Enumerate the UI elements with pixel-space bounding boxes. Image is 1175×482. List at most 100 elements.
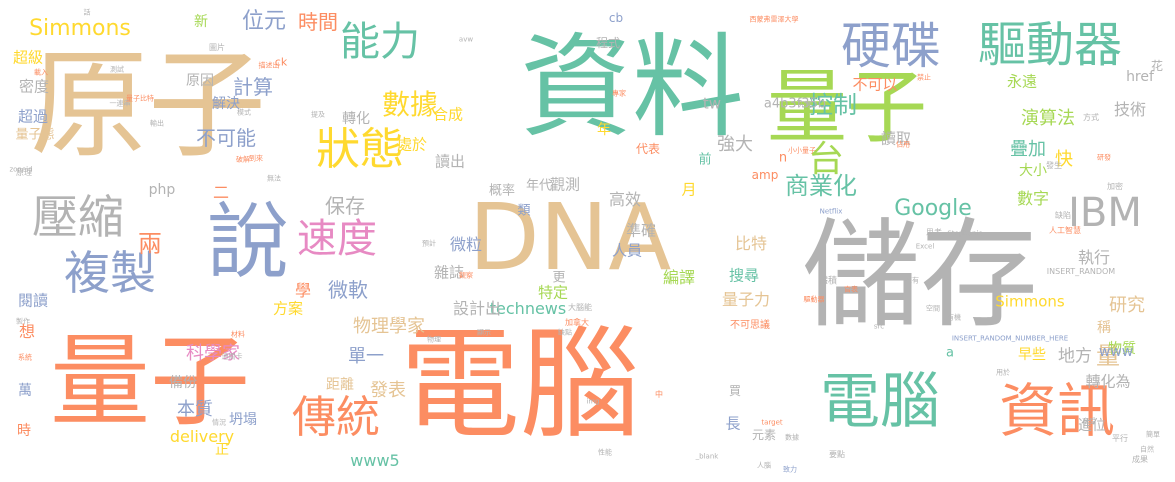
cloud-word: 讀取 bbox=[880, 129, 912, 148]
cloud-word: 通關卡 bbox=[221, 352, 243, 361]
cloud-word: www bbox=[1098, 344, 1134, 360]
cloud-word: 概率 bbox=[488, 183, 516, 199]
cloud-word: 預計 bbox=[422, 239, 436, 248]
cloud-word: 硬碟 bbox=[841, 17, 941, 75]
cloud-word: 電腦 bbox=[820, 367, 940, 437]
cloud-word: 閱讀 bbox=[17, 291, 49, 310]
cloud-word: 原子 bbox=[29, 36, 267, 174]
cloud-word: Stephanie bbox=[947, 229, 983, 238]
cloud-word: 準確 bbox=[625, 221, 657, 240]
cloud-word: ck bbox=[274, 55, 288, 69]
cloud-word: 原因 bbox=[186, 73, 214, 89]
cloud-word: 空間 bbox=[926, 304, 940, 313]
cloud-word: _blank bbox=[695, 452, 719, 461]
cloud-word: 方案 bbox=[272, 299, 304, 318]
cloud-word: Simmons bbox=[29, 16, 131, 41]
cloud-word: 萬 bbox=[18, 383, 32, 399]
cloud-word: avw bbox=[458, 35, 474, 44]
cloud-word: 處於 bbox=[396, 135, 428, 154]
cloud-word: href bbox=[1126, 69, 1154, 85]
cloud-word: 觀察 bbox=[459, 271, 473, 280]
cloud-word: 解決 bbox=[212, 96, 240, 112]
cloud-word: 單一 bbox=[348, 346, 384, 367]
cloud-word: 量子 bbox=[50, 323, 250, 440]
cloud-word: 量子力 bbox=[721, 290, 771, 309]
cloud-word: 早些 bbox=[1018, 347, 1046, 363]
cloud-word: 更 bbox=[552, 270, 566, 286]
cloud-word: 不可思議 bbox=[730, 320, 770, 331]
cloud-word: 設計出 bbox=[452, 299, 502, 318]
cloud-word: DNA bbox=[468, 184, 672, 291]
cloud-word: 電腦 bbox=[400, 316, 640, 455]
cloud-word: 台 bbox=[807, 139, 845, 180]
cloud-word: 描述出 bbox=[258, 61, 280, 70]
cloud-word: 觀測 bbox=[549, 175, 581, 194]
cloud-word: 研發 bbox=[1097, 153, 1111, 162]
cloud-word: 數據 bbox=[381, 88, 439, 121]
cloud-word: 壓縮 bbox=[32, 190, 124, 244]
cloud-word: 強大 bbox=[717, 134, 753, 155]
cloud-word: php bbox=[148, 182, 176, 198]
cloud-word: 本質 bbox=[177, 399, 213, 420]
cloud-word: 缺點 bbox=[558, 328, 572, 337]
cloud-word: 搜尋 bbox=[728, 266, 760, 285]
cloud-word: 享受 bbox=[1082, 417, 1096, 426]
cloud-word: 買 bbox=[728, 384, 742, 398]
cloud-word: 複製 bbox=[64, 246, 156, 300]
cloud-word: 程式 bbox=[595, 36, 621, 50]
cloud-word: target bbox=[761, 418, 783, 427]
cloud-word: 不可以 bbox=[852, 75, 898, 94]
cloud-word: INSERT_RANDOM_NUMBER_HERE bbox=[951, 334, 1069, 343]
cloud-word: 編譯 bbox=[662, 268, 696, 287]
cloud-word: 位元 bbox=[241, 9, 287, 34]
cloud-word: 有機 bbox=[947, 313, 961, 322]
cloud-word: 技術 bbox=[1113, 100, 1147, 119]
cloud-word: 速度 bbox=[297, 216, 377, 262]
cloud-word: 驅動器 bbox=[977, 17, 1123, 73]
cloud-word: 顯示 bbox=[477, 328, 491, 337]
cloud-word: 疊加 bbox=[1010, 139, 1046, 160]
cloud-word: 輸出 bbox=[150, 119, 164, 128]
cloud-word: 地方 bbox=[1058, 346, 1092, 367]
cloud-word: 大腦能 bbox=[568, 303, 592, 312]
cloud-word: 備份 bbox=[169, 375, 197, 391]
cloud-word: 月 bbox=[681, 180, 697, 199]
cloud-word: 超過 bbox=[17, 107, 49, 126]
cloud-word: 方式 bbox=[1083, 113, 1099, 122]
cloud-word: 性能 bbox=[598, 448, 612, 457]
cloud-word: 花 bbox=[1150, 59, 1164, 73]
cloud-word: 西蒙弗雷澤大學 bbox=[749, 15, 799, 24]
cloud-word: 時間 bbox=[298, 10, 338, 34]
cloud-word: 話 bbox=[83, 8, 91, 17]
cloud-word: technews bbox=[489, 299, 567, 318]
cloud-word: 狀態 bbox=[316, 124, 404, 175]
cloud-word: 資訊 bbox=[998, 377, 1116, 445]
cloud-word: 元素 bbox=[751, 428, 777, 442]
cloud-word: 無法 bbox=[267, 174, 281, 183]
cloud-word: 模式 bbox=[237, 108, 251, 117]
cloud-word: 轉化 bbox=[342, 111, 370, 127]
cloud-word: 測試 bbox=[110, 65, 124, 74]
cloud-word: 小小量子 bbox=[788, 146, 816, 155]
cloud-word: 量子 bbox=[767, 61, 927, 154]
cloud-word: 簡單 bbox=[1146, 430, 1160, 439]
cloud-word: Netflix bbox=[819, 207, 843, 216]
cloud-word: 物質 bbox=[1108, 341, 1136, 357]
cloud-word: 一連串 bbox=[109, 99, 131, 108]
cloud-word: 禁止 bbox=[917, 73, 931, 82]
cloud-word: 不可能 bbox=[196, 126, 256, 150]
cloud-word: 思考 bbox=[926, 228, 942, 237]
cloud-word: 時 bbox=[17, 423, 31, 439]
cloud-word: 量子比特 bbox=[126, 94, 154, 103]
cloud-word: 微軟 bbox=[328, 278, 368, 302]
cloud-word: 進位 bbox=[1078, 418, 1106, 434]
cloud-word: 成果 bbox=[1132, 455, 1148, 464]
cloud-word: 距離 bbox=[326, 377, 354, 393]
cloud-word: delivery bbox=[169, 427, 235, 446]
cloud-word: www5 bbox=[350, 451, 400, 470]
cloud-word: 加拿大 bbox=[565, 318, 589, 327]
cloud-word: 缺陷 bbox=[1055, 211, 1071, 220]
cloud-word: 平行 bbox=[1112, 434, 1128, 443]
cloud-word: 專家 bbox=[612, 89, 626, 98]
